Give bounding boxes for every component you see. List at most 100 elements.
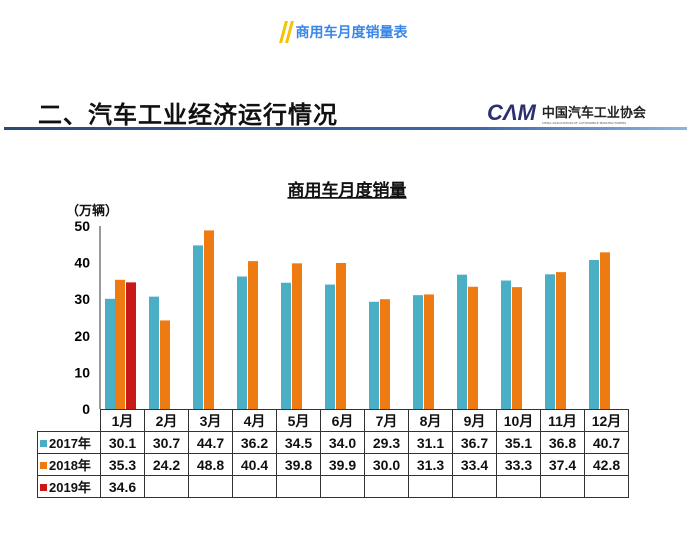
y-tick-label: 20 (74, 328, 90, 344)
y-tick-label: 30 (74, 291, 90, 307)
table-row: 2018年 35.3 24.2 48.8 40.4 39.8 39.9 30.0 31.3 33.… (37, 453, 629, 476)
value-cell (540, 475, 585, 498)
value-cell: 33.3 (496, 453, 541, 476)
category-label: 11月 (540, 409, 585, 432)
table-corner (37, 409, 101, 432)
bar-2017年-2月 (149, 296, 159, 409)
bar-2017年-3月 (193, 245, 203, 409)
chart-title: 商用车月度销量 (288, 180, 407, 201)
page-title: 商用车月度销量表 (0, 21, 687, 43)
category-label: 12月 (584, 409, 629, 432)
bar-2018年-5月 (292, 263, 302, 409)
bar-2017年-8月 (413, 295, 423, 409)
bar-2018年-1月 (115, 279, 125, 409)
logo-subtext: CHINA ASSOCIATION OF AUTOMOBILE MANUFACT… (541, 120, 627, 125)
value-cell (584, 475, 629, 498)
bar-2017年-6月 (325, 284, 335, 409)
bar-2017年-7月 (369, 301, 379, 409)
bar-2017年-10月 (501, 280, 511, 409)
category-label: 3月 (188, 409, 233, 432)
caam-logo: CΛM 中国汽车工业协会 CHINA ASSOCIATION OF AUTOMO… (487, 100, 646, 126)
y-tick-label: 50 (74, 218, 90, 234)
value-cell: 42.8 (584, 453, 629, 476)
slide-heading: 二、汽车工业经济运行情况 (38, 101, 338, 129)
category-label: 9月 (452, 409, 497, 432)
legend-entry: 2019年 (37, 475, 101, 498)
value-cell: 36.7 (452, 431, 497, 454)
category-label: 7月 (364, 409, 409, 432)
bar-2017年-9月 (457, 274, 467, 409)
bar-2017年-4月 (237, 276, 247, 409)
value-cell: 33.4 (452, 453, 497, 476)
value-cell: 31.1 (408, 431, 453, 454)
value-cell (320, 475, 365, 498)
value-cell (452, 475, 497, 498)
y-tick-label: 10 (74, 364, 90, 380)
legend-swatch-icon (40, 440, 47, 447)
value-cell: 36.8 (540, 431, 585, 454)
legend-label: 2018年 (49, 458, 91, 473)
value-cell: 48.8 (188, 453, 233, 476)
value-cell: 39.8 (276, 453, 321, 476)
y-axis-label: （万辆） (66, 203, 118, 219)
bar-2018年-2月 (160, 320, 170, 409)
value-cell: 24.2 (144, 453, 189, 476)
value-cell: 40.7 (584, 431, 629, 454)
logo-text: 中国汽车工业协会 (541, 105, 646, 121)
bar-2017年-5月 (281, 282, 291, 409)
bar-2018年-10月 (512, 287, 522, 409)
legend-entry: 2018年 (37, 453, 101, 476)
value-cell: 34.6 (100, 475, 145, 498)
value-cell: 31.3 (408, 453, 453, 476)
value-cell: 29.3 (364, 431, 409, 454)
value-cell: 40.4 (232, 453, 277, 476)
bar-2017年-11月 (545, 274, 555, 409)
value-cell (276, 475, 321, 498)
legend-swatch-icon (40, 462, 47, 469)
category-label: 6月 (320, 409, 365, 432)
legend-label: 2017年 (49, 436, 91, 451)
value-cell: 39.9 (320, 453, 365, 476)
value-cell: 34.0 (320, 431, 365, 454)
bar-2019年-1月 (126, 282, 136, 409)
bar-2017年-1月 (105, 298, 115, 409)
data-table: 1月 2月 3月 4月 5月 6月 7月 8月 9月 10月 11月 12月 2017年 30.1 30.7… (37, 409, 629, 498)
value-cell (144, 475, 189, 498)
value-cell (496, 475, 541, 498)
bar-2018年-12月 (600, 252, 610, 409)
table-row: 2019年 34.6 (37, 475, 629, 498)
bar-2018年-4月 (248, 261, 258, 409)
bar-2018年-8月 (424, 294, 434, 409)
value-cell: 35.3 (100, 453, 145, 476)
table-header-row: 1月 2月 3月 4月 5月 6月 7月 8月 9月 10月 11月 12月 (37, 409, 629, 432)
value-cell: 30.0 (364, 453, 409, 476)
bar-2018年-9月 (468, 286, 478, 409)
value-cell: 34.5 (276, 431, 321, 454)
bar-2018年-3月 (204, 230, 214, 409)
page-title-text: 商用车月度销量表 (295, 25, 408, 41)
category-label: 10月 (496, 409, 541, 432)
category-label: 2月 (144, 409, 189, 432)
value-cell: 44.7 (188, 431, 233, 454)
y-tick-label: 40 (74, 255, 90, 271)
bar-2018年-6月 (336, 262, 346, 409)
caam-logo-mark-icon: CΛM (487, 100, 536, 125)
value-cell: 35.1 (496, 431, 541, 454)
category-label: 4月 (232, 409, 277, 432)
legend-entry: 2017年 (37, 431, 101, 454)
category-label: 1月 (100, 409, 145, 432)
value-cell: 36.2 (232, 431, 277, 454)
value-cell (188, 475, 233, 498)
heading-divider (4, 127, 687, 130)
value-cell: 37.4 (540, 453, 585, 476)
value-cell (232, 475, 277, 498)
bar-2018年-11月 (556, 272, 566, 409)
value-cell: 30.7 (144, 431, 189, 454)
legend-swatch-icon (40, 484, 47, 491)
bar-2017年-12月 (589, 260, 599, 409)
legend-label: 2019年 (49, 480, 91, 495)
value-cell (408, 475, 453, 498)
category-label: 8月 (408, 409, 453, 432)
bar-2018年-7月 (380, 299, 390, 409)
